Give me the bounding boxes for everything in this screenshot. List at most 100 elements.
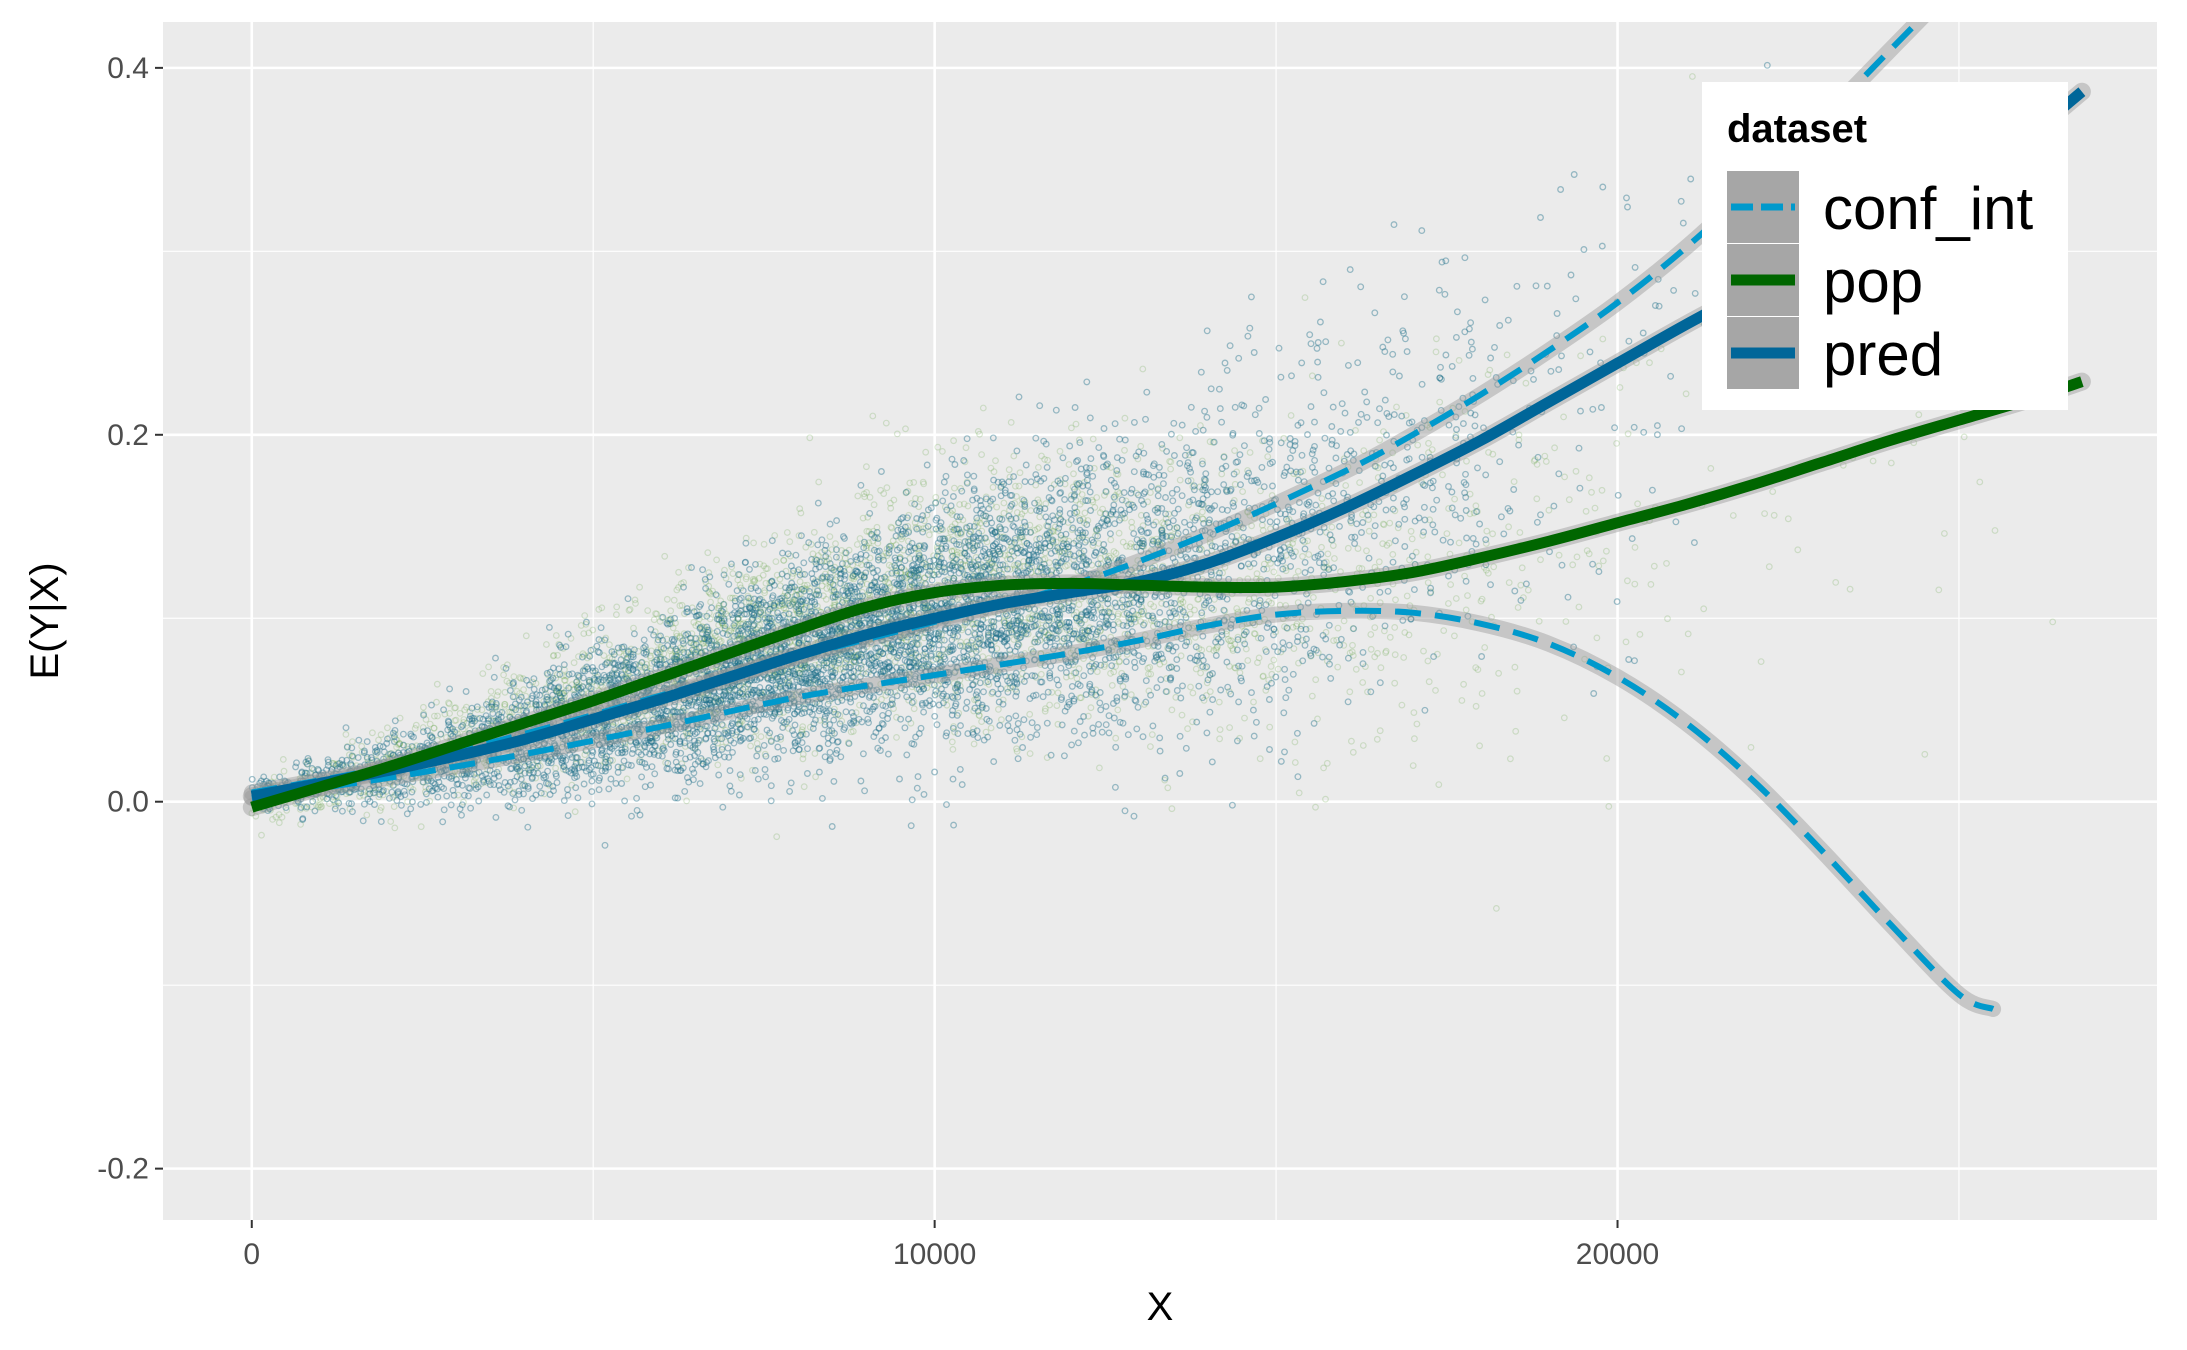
scatter-point-pop: [597, 682, 605, 689]
scatter-point-pop: [1134, 455, 1142, 463]
scatter-point-pop: [728, 624, 736, 632]
scatter-point-pop: [1206, 688, 1214, 695]
scatter-point-pop: [957, 530, 965, 538]
scatter-point-pop: [648, 660, 655, 667]
scatter-point-pop: [1124, 613, 1132, 621]
scatter-point-pop: [1114, 610, 1122, 618]
scatter-point-pop: [376, 807, 384, 814]
scatter-point-pop: [1265, 598, 1273, 605]
scatter-point-pop: [663, 657, 671, 665]
scatter-point-pop: [844, 655, 851, 663]
scatter-point-pop: [1503, 351, 1511, 359]
scatter-point-pop: [756, 560, 764, 568]
scatter-point-pop: [1189, 689, 1197, 697]
scatter-point-pop: [692, 622, 700, 629]
scatter-point-pop: [1337, 339, 1345, 347]
scatter-point-pop: [426, 797, 434, 805]
scatter-point-pop: [1259, 527, 1267, 534]
scatter-point-pop: [978, 671, 986, 679]
scatter-point-pop: [706, 615, 714, 623]
scatter-point-pop: [892, 567, 899, 575]
scatter-point-pop: [584, 690, 592, 697]
scatter-point-pop: [1622, 638, 1630, 646]
scatter-point-pop: [959, 560, 967, 568]
scatter-point-pop: [553, 687, 560, 695]
scatter-point-pop: [738, 621, 746, 628]
scatter-point-pop: [729, 681, 736, 689]
scatter-point-pop: [1051, 523, 1059, 531]
scatter-point-pop: [595, 606, 603, 613]
scatter-point-pop: [529, 761, 537, 769]
scatter-point-pop: [1065, 537, 1073, 545]
scatter-point-pop: [1424, 579, 1432, 586]
scatter-point-pop: [1910, 439, 1918, 447]
scatter-point-pop: [1244, 508, 1251, 516]
scatter-point-pop: [1013, 509, 1021, 516]
scatter-point-pop: [685, 564, 692, 572]
scatter-point-pop: [318, 803, 326, 810]
scatter-point-pop: [1223, 630, 1230, 638]
scatter-point-pop: [912, 659, 920, 666]
scatter-point-pop: [969, 642, 976, 650]
scatter-point-pop: [796, 639, 804, 647]
scatter-point-pop: [776, 582, 784, 590]
scatter-point-pop: [1101, 510, 1109, 518]
scatter-point-pop: [1483, 527, 1491, 535]
scatter-point-pop: [1019, 533, 1026, 541]
scatter-point-pop: [799, 570, 806, 578]
scatter-point-pop: [772, 558, 780, 565]
scatter-point-pop: [1585, 474, 1593, 482]
scatter-point-pop: [390, 781, 398, 789]
scatter-point-pop: [650, 616, 658, 624]
scatter-point-pop: [948, 554, 956, 561]
scatter-point-pop: [1223, 627, 1231, 635]
scatter-point-pop: [922, 581, 930, 589]
scatter-point-pop: [954, 548, 961, 556]
scatter-point-pop: [845, 739, 852, 747]
scatter-point-pop: [1093, 668, 1101, 676]
scatter-point-pop: [1446, 550, 1454, 558]
scatter-point-pop: [451, 717, 459, 724]
scatter-point-pop: [342, 731, 350, 738]
scatter-point-pop: [743, 634, 751, 642]
scatter-point-pop: [1470, 509, 1478, 517]
scatter-point-pop: [1199, 515, 1207, 523]
scatter-point-pop: [1365, 516, 1372, 523]
scatter-point-pop: [1260, 560, 1268, 568]
scatter-point-pop: [1100, 663, 1108, 670]
scatter-point-pop: [578, 729, 586, 737]
scatter-point-pop: [1058, 606, 1065, 614]
scatter-point-pop: [349, 738, 356, 746]
scatter-point-pop: [786, 638, 794, 646]
scatter-point-pop: [782, 567, 790, 575]
scatter-point-pop: [672, 677, 680, 685]
scatter-point-pop: [1406, 602, 1414, 610]
scatter-point-pop: [1080, 655, 1087, 662]
scatter-point-pop: [990, 468, 998, 476]
scatter-point-pop: [759, 692, 767, 700]
scatter-point-pop: [456, 710, 464, 717]
scatter-point-pop: [252, 812, 260, 820]
scatter-point-pop: [1361, 663, 1369, 670]
scatter-point-pop: [869, 412, 877, 420]
scatter-point-pop: [1055, 548, 1063, 556]
scatter-point-pop: [1227, 637, 1235, 645]
scatter-point-pop: [900, 663, 907, 671]
scatter-point-pop: [860, 490, 868, 498]
scatter-point-pop: [1025, 614, 1033, 621]
scatter-point-pop: [1232, 664, 1239, 672]
scatter-point-pop: [958, 528, 966, 536]
scatter-point-pop: [964, 537, 972, 544]
scatter-point-pop: [863, 527, 871, 535]
scatter-point-pop: [833, 573, 841, 581]
scatter-point-pop: [893, 713, 900, 721]
scatter-point-pop: [907, 719, 915, 727]
scatter-point-pop: [1784, 515, 1792, 523]
scatter-point-pop: [1560, 413, 1567, 421]
scatter-point-pop: [278, 813, 286, 821]
scatter-point-pop: [1216, 735, 1223, 743]
scatter-point-pop: [905, 668, 913, 676]
scatter-point-pop: [881, 639, 888, 647]
scatter-point-pop: [851, 653, 859, 661]
scatter-point-pop: [907, 638, 915, 646]
